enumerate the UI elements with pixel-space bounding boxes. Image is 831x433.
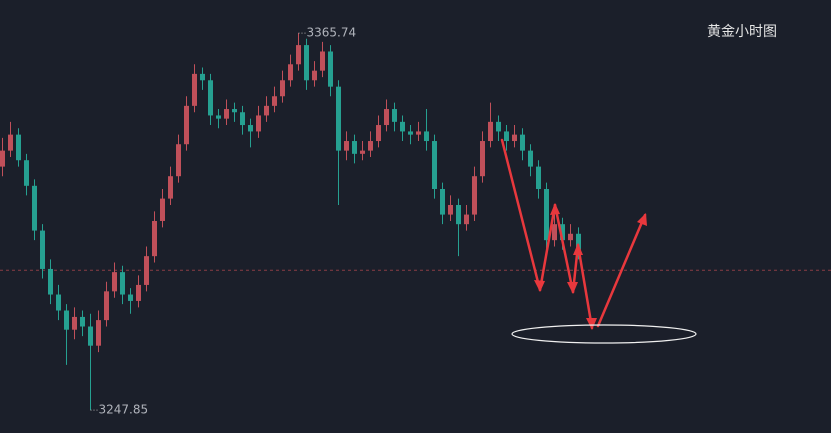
candle-body [432,141,437,189]
candle-body [376,125,381,142]
candle-body [400,121,405,132]
candle-body [352,141,357,154]
candle-body [440,188,445,215]
extreme-label: 3247.85 [99,403,149,417]
candle-body [112,272,117,292]
candle-body [144,256,149,285]
candle-body [264,105,269,116]
candle-body [40,230,45,269]
candle-body [72,316,77,330]
candle-body [520,134,525,151]
candle-body [424,131,429,142]
arrow-line [500,138,542,292]
candle-body [168,176,173,199]
candle-body [320,51,325,71]
candle-body [336,86,341,151]
candle-body [104,291,109,321]
candle-body [136,284,141,301]
candle-body [232,109,237,113]
candle-body [216,115,221,119]
candle-body [544,188,549,241]
candle-body [384,109,389,126]
candle-body [472,176,477,215]
candle-body [128,294,133,301]
candle-body [120,272,125,295]
candle-body [16,134,21,161]
candle-body [64,310,69,330]
candle-body [272,96,277,106]
candle-body [56,294,61,311]
candle-body [304,45,309,81]
candle-body [80,316,85,327]
candle-body [344,141,349,151]
candle-body [280,80,285,97]
candle-body [536,166,541,189]
candle-body [240,112,245,126]
candles [0,33,831,411]
candle-body [296,45,301,65]
candle-body [152,220,157,257]
arrow-head [534,280,545,292]
candle-body [184,105,189,145]
candle-body [248,125,253,132]
candle-body [256,115,261,132]
candle-body [48,268,53,295]
chart-title: 黄金小时图 [707,23,777,40]
candle-body [24,160,29,186]
candle-body [328,51,333,87]
candle-body [528,150,533,167]
candle-body [496,121,501,132]
candle-body [464,214,469,225]
candle-body [368,141,373,151]
candle-body [448,204,453,215]
candle-body [96,320,101,346]
candle-body [312,70,317,81]
candle-body [560,224,565,241]
candle-body [392,109,397,122]
arrow-line [553,203,575,294]
arrow-head [567,282,578,294]
candle-body [32,185,37,231]
candle-body [416,131,421,135]
candle-body [200,73,205,81]
candle-body [160,198,165,221]
arrow-head [573,243,583,255]
candle-body [8,134,13,151]
candle-body [480,141,485,177]
arrow-line [596,213,647,328]
annotation-arrows [500,138,647,330]
arrow-head [637,213,647,226]
candle-body [576,233,581,250]
arrow-head [550,203,560,215]
candle-body [288,64,293,81]
candle-body [176,144,181,177]
candle-body [456,204,461,225]
candle-body [552,224,557,241]
candle-body [408,131,413,135]
arrow-head [586,318,597,330]
arrow-line [538,203,557,292]
candle-body [88,326,93,346]
candle-body [192,73,197,106]
candle-body [568,233,573,241]
candle-body [360,150,365,154]
candle-body [512,134,517,142]
candle-body [504,131,509,142]
candle-body [224,109,229,119]
arrow-line [576,243,594,330]
extreme-label: 3365.74 [307,26,357,40]
candle-body [208,80,213,116]
support-ellipse [511,324,697,344]
candle-body [488,121,493,142]
candle-body [0,150,5,167]
